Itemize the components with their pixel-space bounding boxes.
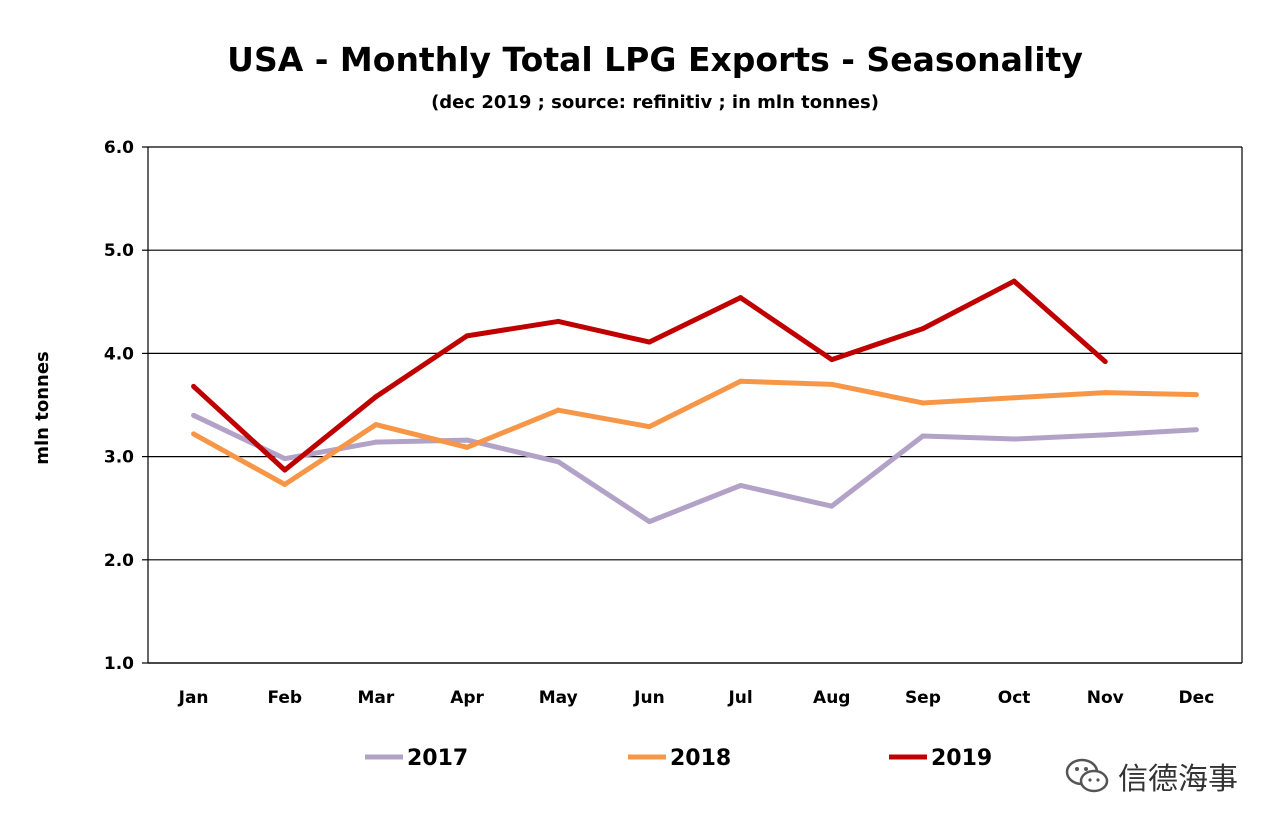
x-tick-label: Sep bbox=[905, 688, 941, 708]
data-point-2019 bbox=[738, 295, 744, 301]
watermark: 信德海事 bbox=[1064, 754, 1238, 798]
data-point-2019 bbox=[920, 326, 926, 332]
x-tick-label: Aug bbox=[813, 688, 850, 708]
x-tick-label: Oct bbox=[998, 688, 1031, 708]
legend-label-2018: 2018 bbox=[670, 746, 731, 771]
series-lines bbox=[191, 278, 1199, 525]
data-point-2018 bbox=[920, 400, 926, 406]
data-point-2017 bbox=[1193, 427, 1199, 433]
x-tick-label: Jun bbox=[633, 688, 665, 708]
data-point-2018 bbox=[829, 381, 835, 387]
data-point-2018 bbox=[555, 407, 561, 413]
axes bbox=[147, 147, 1243, 664]
data-point-2018 bbox=[464, 444, 470, 450]
data-point-2019 bbox=[464, 333, 470, 339]
x-tick-label: Nov bbox=[1087, 688, 1124, 708]
y-tick-label: 6.0 bbox=[104, 138, 134, 158]
chart-subtitle: (dec 2019 ; source: refinitiv ; in mln t… bbox=[431, 92, 879, 113]
data-point-2017 bbox=[555, 459, 561, 465]
y-tick-label: 2.0 bbox=[104, 551, 134, 571]
data-point-2018 bbox=[1102, 390, 1108, 396]
data-point-2017 bbox=[920, 433, 926, 439]
data-point-2018 bbox=[373, 422, 379, 428]
data-point-2019 bbox=[191, 383, 197, 389]
data-point-2017 bbox=[829, 503, 835, 509]
y-axis-ticks: 1.0 2.0 3.0 4.0 5.0 6.0 bbox=[104, 138, 148, 674]
data-point-2017 bbox=[1011, 436, 1017, 442]
data-point-2017 bbox=[282, 456, 288, 462]
data-point-2019 bbox=[646, 339, 652, 345]
data-point-2017 bbox=[738, 482, 744, 488]
y-tick-label: 5.0 bbox=[104, 241, 134, 261]
wechat-icon bbox=[1065, 758, 1109, 793]
x-tick-label: Mar bbox=[358, 688, 395, 708]
data-point-2019 bbox=[829, 357, 835, 363]
data-point-2017 bbox=[464, 437, 470, 443]
watermark-text: 信德海事 bbox=[1118, 762, 1238, 797]
legend-label-2017: 2017 bbox=[407, 746, 468, 771]
data-point-2017 bbox=[373, 439, 379, 445]
x-tick-label: Apr bbox=[450, 688, 484, 708]
series-line-2018 bbox=[192, 378, 1197, 487]
data-point-2018 bbox=[282, 481, 288, 487]
data-point-2019 bbox=[1102, 359, 1108, 365]
data-point-2018 bbox=[191, 431, 197, 437]
data-point-2018 bbox=[738, 378, 744, 384]
data-point-2018 bbox=[1193, 392, 1199, 398]
x-tick-label: Jul bbox=[727, 688, 752, 708]
legend: 2017 2018 2019 bbox=[365, 746, 992, 771]
legend-label-2019: 2019 bbox=[931, 746, 992, 771]
x-tick-label: Dec bbox=[1179, 688, 1215, 708]
y-axis-label: mln tonnes bbox=[32, 351, 53, 465]
y-tick-label: 1.0 bbox=[104, 654, 134, 674]
y-tick-label: 4.0 bbox=[104, 344, 134, 364]
data-point-2018 bbox=[1011, 395, 1017, 401]
series-line-2017 bbox=[192, 413, 1197, 525]
x-axis-ticks: Jan Feb Mar Apr May Jun Jul Aug Sep Oct Nov Dec bbox=[178, 688, 1215, 708]
y-tick-label: 3.0 bbox=[104, 448, 134, 468]
data-point-2019 bbox=[555, 318, 561, 324]
chart-title: USA - Monthly Total LPG Exports - Season… bbox=[227, 40, 1083, 79]
data-point-2019 bbox=[282, 467, 288, 473]
data-point-2017 bbox=[191, 412, 197, 418]
data-point-2017 bbox=[1102, 432, 1108, 438]
x-tick-label: Feb bbox=[267, 688, 302, 708]
x-tick-label: Jan bbox=[178, 688, 209, 708]
data-point-2018 bbox=[646, 424, 652, 430]
x-tick-label: May bbox=[539, 688, 578, 708]
data-point-2019 bbox=[1011, 278, 1017, 284]
data-point-2019 bbox=[373, 394, 379, 400]
data-point-2017 bbox=[646, 519, 652, 525]
